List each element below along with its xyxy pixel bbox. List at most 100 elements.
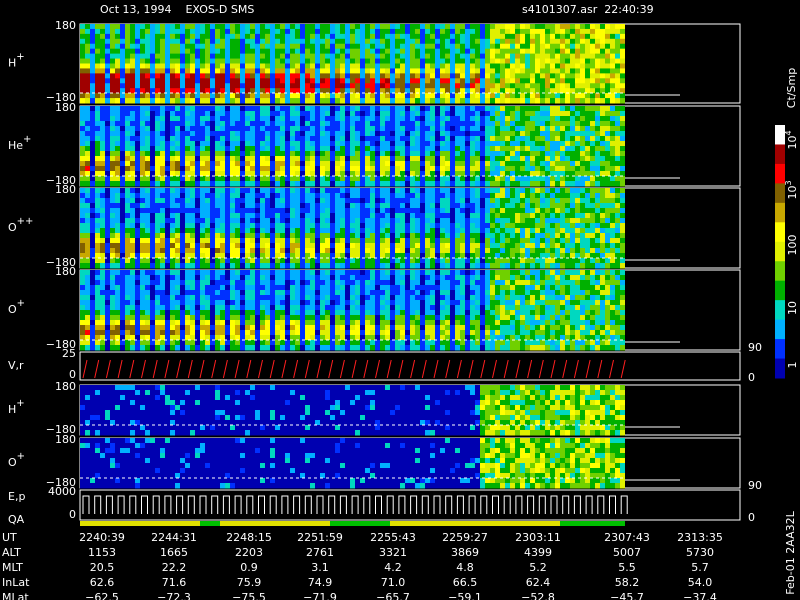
spectrogram-cell bbox=[460, 223, 465, 229]
spectrogram-cell bbox=[325, 121, 330, 127]
spectrogram-cell bbox=[385, 83, 390, 89]
spectrogram-cell bbox=[605, 171, 610, 177]
spectrogram-cell bbox=[340, 218, 345, 224]
spectrogram-cell bbox=[335, 263, 340, 269]
spectrogram-cell bbox=[400, 258, 405, 264]
spectrogram-cell bbox=[130, 181, 135, 187]
spectrogram-cell bbox=[320, 116, 325, 122]
spectrogram-cell bbox=[115, 233, 120, 239]
spectrogram-cell bbox=[490, 228, 495, 234]
spectrogram-cell bbox=[445, 93, 450, 99]
spectrogram-cell bbox=[460, 73, 465, 79]
spectrogram-cell bbox=[190, 93, 195, 99]
spectrogram-cell bbox=[610, 146, 615, 152]
spectrogram-cell bbox=[485, 63, 490, 69]
spectrogram-cell bbox=[545, 68, 550, 74]
spectrogram-cell bbox=[140, 38, 145, 45]
spectrogram-cell bbox=[105, 146, 110, 152]
spectrogram-cell bbox=[410, 146, 415, 152]
spectrogram-cell bbox=[250, 28, 255, 35]
spectrogram-cell bbox=[155, 238, 160, 244]
spectrogram-cell bbox=[380, 58, 385, 64]
spectrogram-cell bbox=[430, 243, 435, 249]
spectrogram-cell bbox=[125, 171, 130, 177]
spectrogram-cell bbox=[415, 68, 420, 74]
spectrogram-cell bbox=[335, 208, 340, 214]
spectrogram-cell bbox=[440, 53, 445, 60]
spectrogram-cell bbox=[400, 136, 405, 142]
spectrogram-cell bbox=[540, 63, 545, 69]
spectrogram-cell bbox=[115, 218, 120, 224]
spectrogram-cell bbox=[325, 223, 330, 229]
spectrogram-cell bbox=[395, 223, 400, 229]
spectrogram-cell bbox=[190, 43, 195, 50]
spectrogram-cell bbox=[150, 121, 155, 127]
spectrogram-cell bbox=[165, 83, 170, 89]
spectrogram-cell bbox=[510, 116, 515, 122]
spectrogram-cell bbox=[190, 63, 195, 69]
spectrogram-cell bbox=[230, 63, 235, 69]
spectrogram-cell bbox=[145, 188, 150, 194]
spectrogram-cell bbox=[270, 141, 275, 147]
spectrogram-cell bbox=[445, 136, 450, 142]
spectrogram-cell bbox=[415, 248, 420, 254]
spectrogram-cell bbox=[520, 33, 525, 40]
spectrogram-cell bbox=[570, 88, 575, 94]
spectrogram-cell bbox=[410, 248, 415, 254]
spectrogram-cell bbox=[285, 136, 290, 142]
spectrogram-cell bbox=[505, 28, 510, 35]
spectrogram-cell bbox=[595, 151, 600, 157]
spectrogram-cell bbox=[500, 258, 505, 264]
spectrogram-cell bbox=[585, 126, 590, 132]
spectrogram-cell bbox=[430, 176, 435, 182]
spectrogram-cell bbox=[555, 176, 560, 182]
spectrogram-cell bbox=[575, 156, 580, 162]
spectrogram-cell bbox=[535, 203, 540, 209]
spectrogram-cell bbox=[130, 63, 135, 69]
spectrogram-cell bbox=[455, 213, 460, 219]
spectrogram-cell bbox=[180, 248, 185, 254]
spectrogram-cell bbox=[525, 218, 530, 224]
spectrogram-cell bbox=[135, 106, 140, 112]
spectrogram-cell bbox=[240, 181, 245, 187]
spectrogram-cell bbox=[500, 218, 505, 224]
spectrogram-cell bbox=[365, 93, 370, 99]
spectrogram-cell bbox=[335, 73, 340, 79]
spectrogram-cell bbox=[430, 73, 435, 79]
spectrogram-cell bbox=[620, 28, 625, 35]
spectrogram-cell bbox=[550, 53, 555, 60]
spectrogram-cell bbox=[265, 263, 270, 269]
spectrogram-cell bbox=[180, 88, 185, 94]
spectrogram-cell bbox=[520, 228, 525, 234]
spectrogram-cell bbox=[155, 28, 160, 35]
spectrogram-cell bbox=[600, 166, 605, 172]
spectrogram-cell bbox=[270, 258, 275, 264]
spectrogram-cell bbox=[140, 83, 145, 89]
spectrogram-cell bbox=[250, 223, 255, 229]
spectrogram-cell bbox=[145, 93, 150, 99]
spectrogram-cell bbox=[100, 203, 105, 209]
spectrogram-cell bbox=[295, 176, 300, 182]
spectrogram-cell bbox=[445, 243, 450, 249]
spectrogram-cell bbox=[570, 161, 575, 167]
spectrogram-cell bbox=[375, 166, 380, 172]
spectrogram-cell bbox=[345, 213, 350, 219]
spectrogram-cell bbox=[150, 131, 155, 137]
spectrogram-cell bbox=[265, 208, 270, 214]
spectrogram-cell bbox=[310, 258, 315, 264]
spectrogram-cell bbox=[475, 166, 480, 172]
spectrogram-cell bbox=[130, 78, 135, 84]
spectrogram-cell bbox=[265, 126, 270, 132]
spectrogram-cell bbox=[405, 136, 410, 142]
spectrogram-cell bbox=[235, 181, 240, 187]
spectrogram-cell bbox=[450, 98, 455, 104]
spectrogram-cell bbox=[315, 233, 320, 239]
spectrogram-cell bbox=[135, 166, 140, 172]
spectrogram-cell bbox=[335, 136, 340, 142]
spectrogram-cell bbox=[535, 28, 540, 35]
spectrogram-cell bbox=[95, 53, 100, 60]
spectrogram-cell bbox=[260, 43, 265, 50]
spectrogram-cell bbox=[615, 106, 620, 112]
spectrogram-cell bbox=[325, 116, 330, 122]
spectrogram-cell bbox=[410, 253, 415, 259]
